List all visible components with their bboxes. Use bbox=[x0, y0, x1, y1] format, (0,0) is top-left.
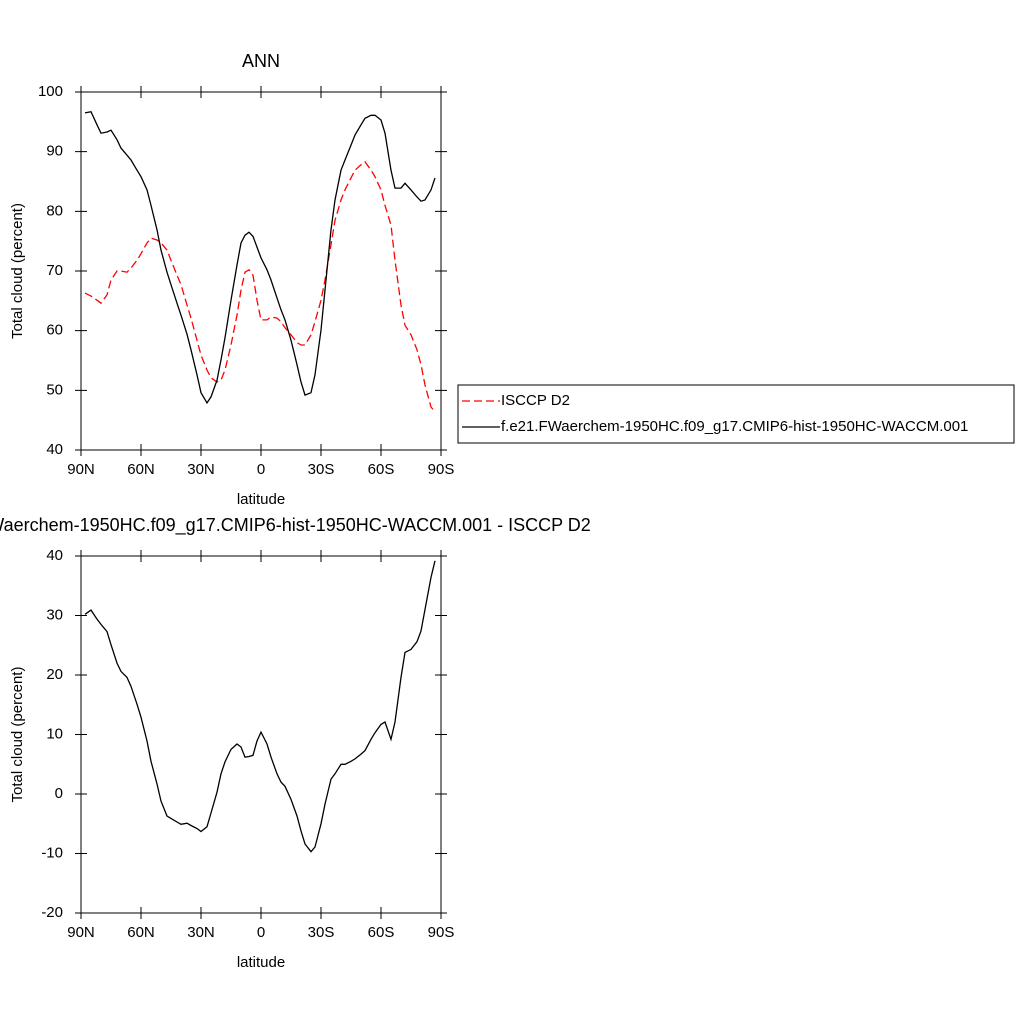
x-tick-label: 90S bbox=[428, 924, 455, 941]
x-tick-label: 0 bbox=[257, 924, 265, 941]
y-tick-label: 90 bbox=[46, 143, 63, 160]
x-tick-label: 90S bbox=[428, 461, 455, 478]
y-tick-label: 60 bbox=[46, 322, 63, 339]
x-tick-label: 30S bbox=[308, 924, 335, 941]
y-tick-label: 70 bbox=[46, 262, 63, 279]
y-tick-label: 0 bbox=[55, 785, 63, 802]
y-tick-label: 20 bbox=[46, 666, 63, 683]
x-tick-label: 90N bbox=[67, 924, 95, 941]
x-tick-label: 90N bbox=[67, 461, 95, 478]
legend-box bbox=[457, 384, 1015, 444]
y-tick-label: 80 bbox=[46, 202, 63, 219]
y-tick-label: 50 bbox=[46, 381, 63, 398]
y-tick-label: 10 bbox=[46, 725, 63, 742]
x-tick-label: 60N bbox=[127, 461, 155, 478]
x-tick-label: 30N bbox=[187, 924, 215, 941]
data-line bbox=[84, 560, 436, 853]
plot-frame bbox=[80, 555, 442, 914]
y-tick-label: -10 bbox=[41, 844, 63, 861]
x-axis-title: latitude bbox=[237, 954, 285, 971]
y-tick-label: 100 bbox=[38, 83, 63, 100]
x-axis-title: latitude bbox=[237, 491, 285, 508]
x-tick-label: 0 bbox=[257, 461, 265, 478]
x-tick-label: 60S bbox=[368, 924, 395, 941]
data-line bbox=[84, 160, 436, 413]
y-tick-label: -20 bbox=[41, 904, 63, 921]
y-tick-label: 40 bbox=[46, 441, 63, 458]
x-tick-label: 60N bbox=[127, 924, 155, 941]
y-axis-title: Total cloud (percent) bbox=[9, 203, 26, 339]
x-tick-label: 30S bbox=[308, 461, 335, 478]
legend-label: f.e21.FWaerchem-1950HC.f09_g17.CMIP6-his… bbox=[501, 418, 968, 435]
chart-title: ANN bbox=[242, 51, 280, 71]
plot-frame bbox=[80, 91, 442, 451]
data-line bbox=[84, 110, 436, 405]
x-tick-label: 60S bbox=[368, 461, 395, 478]
y-tick-label: 40 bbox=[46, 547, 63, 564]
y-axis-title: Total cloud (percent) bbox=[9, 667, 26, 803]
x-tick-label: 30N bbox=[187, 461, 215, 478]
chart-title: f.e21.FWaerchem-1950HC.f09_g17.CMIP6-his… bbox=[0, 515, 591, 536]
legend-label: ISCCP D2 bbox=[501, 392, 570, 409]
y-tick-label: 30 bbox=[46, 606, 63, 623]
